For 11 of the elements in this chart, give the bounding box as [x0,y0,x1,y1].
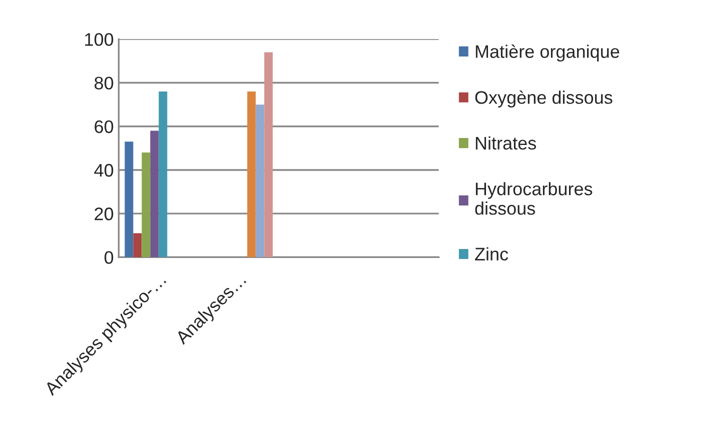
y-tick-label: 40 [94,164,114,177]
y-tick-label: 20 [94,208,114,220]
legend-label: Nitrates [476,136,536,150]
y-tick-label: 80 [94,76,114,90]
legend-label: Zinc [475,247,508,261]
legend-label: Matière organique [476,44,620,62]
y-tick-label: 0 [104,251,114,264]
legend-label: Hydrocarbures dissous [475,182,592,215]
legend-label: Oxygène dissous [475,90,612,108]
y-tick-label: 100 [85,33,114,46]
y-tick-label: 60 [94,120,114,134]
